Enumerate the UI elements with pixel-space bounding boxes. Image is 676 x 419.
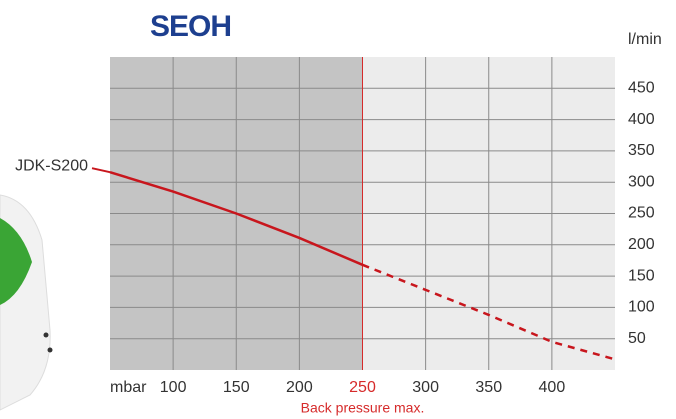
- annotation: Back pressure max.: [301, 400, 425, 416]
- y-tick-label: 350: [628, 142, 655, 159]
- y-tick-label: 300: [628, 173, 655, 190]
- label-leader: [91, 167, 111, 174]
- y-tick-label: 100: [628, 299, 655, 316]
- data-line: [109, 170, 363, 266]
- y-tick-label: 200: [628, 236, 655, 253]
- y-axis-label: l/min: [628, 31, 662, 48]
- pump-image: [0, 194, 53, 411]
- series-label: JDK-S200: [15, 157, 88, 174]
- y-tick-label: 250: [628, 205, 655, 222]
- x-tick-label: 250: [349, 379, 376, 396]
- y-tick-label: 400: [628, 111, 655, 128]
- x-tick-label: 350: [475, 379, 502, 396]
- data-line: [362, 263, 616, 361]
- y-tick-label: 450: [628, 80, 655, 97]
- x-tick-label: 100: [160, 379, 187, 396]
- y-tick-label: 50: [628, 330, 646, 347]
- x-tick-label: 300: [412, 379, 439, 396]
- logo: SEOH: [150, 10, 231, 43]
- x-axis-label: mbar: [110, 379, 147, 396]
- x-tick-label: 400: [539, 379, 566, 396]
- x-tick-label: 200: [286, 379, 313, 396]
- x-tick-label: 150: [223, 379, 250, 396]
- y-tick-label: 150: [628, 267, 655, 284]
